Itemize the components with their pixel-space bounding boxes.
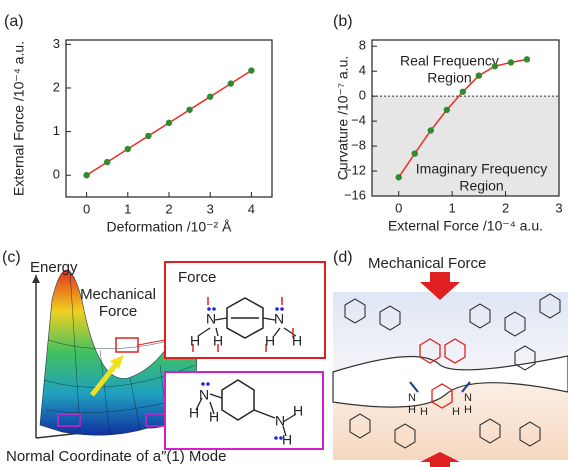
data-point <box>166 120 172 126</box>
atom: H <box>209 409 219 425</box>
x-tick-label: 2 <box>502 200 509 215</box>
force-label: Force <box>99 303 137 320</box>
force-label: Mechanical <box>80 286 156 303</box>
panel-d-art <box>333 272 568 467</box>
force-label: Force <box>178 269 216 286</box>
x-tick-label: 0 <box>395 200 402 215</box>
atom: H <box>265 333 275 349</box>
y-tick-label: 2 <box>53 79 60 94</box>
x-axis-title: External Force /10⁻⁴ a.u. <box>388 218 543 234</box>
data-point <box>83 172 89 178</box>
x-tick-label: 3 <box>555 200 562 215</box>
data-point <box>476 72 482 78</box>
data-point <box>104 159 110 165</box>
data-point <box>248 67 254 73</box>
x-tick-label: 0 <box>83 201 90 216</box>
connector <box>138 340 165 345</box>
atom: H <box>420 406 428 418</box>
data-point <box>228 80 234 86</box>
atom: H <box>293 403 303 419</box>
atom: H <box>292 333 302 349</box>
data-point <box>460 89 466 95</box>
panel-label: (d) <box>333 249 353 266</box>
x-tick-label: 3 <box>207 201 214 216</box>
atom: N <box>206 311 216 327</box>
atom: N <box>275 413 285 429</box>
atom: N <box>408 392 416 404</box>
data-point <box>125 146 131 152</box>
data-point <box>207 93 213 99</box>
highlight-box <box>116 338 138 352</box>
annotation: Region <box>427 70 471 86</box>
annotation: Imaginary Frequency <box>416 160 548 176</box>
axis-label: Energy <box>30 259 78 276</box>
data-point <box>428 127 434 133</box>
data-point <box>412 150 418 156</box>
y-axis-title: Curvature /10⁻⁷ a.u. <box>335 56 351 181</box>
x-tick-label: 2 <box>165 201 172 216</box>
panel-label: (c) <box>2 249 21 266</box>
force-label: Mechanical Force <box>368 255 486 272</box>
atom: N <box>274 311 284 327</box>
plot-frame <box>66 40 272 197</box>
y-tick-label: 0 <box>53 167 60 182</box>
y-tick-label: 3 <box>53 36 60 51</box>
data-point <box>524 56 530 62</box>
y-tick-label: 8 <box>359 38 366 53</box>
atom: N <box>199 387 209 403</box>
data-point <box>444 107 450 113</box>
atom: H <box>282 432 292 448</box>
data-point <box>396 174 402 180</box>
atom: H <box>464 404 472 416</box>
annotation: Real Frequency <box>400 53 499 69</box>
atom: H <box>189 405 199 421</box>
y-tick-label: 4 <box>359 63 366 78</box>
x-axis-title: Deformation /10⁻² Å <box>107 219 233 235</box>
atom: H <box>213 333 223 349</box>
y-tick-label: 1 <box>53 123 60 138</box>
data-point <box>492 63 498 69</box>
data-point <box>145 133 151 139</box>
atom: H <box>452 406 460 418</box>
panel-label: (b) <box>333 13 353 30</box>
y-tick-label: −16 <box>344 187 366 202</box>
y-tick-label: 0 <box>359 88 366 103</box>
y-tick-label: −8 <box>351 138 366 153</box>
panel-label: (a) <box>4 13 24 30</box>
atom: H <box>190 333 200 349</box>
x-tick-label: 1 <box>124 201 131 216</box>
y-tick-label: −4 <box>351 113 366 128</box>
x-tick-label: 4 <box>248 201 255 216</box>
data-point <box>508 59 514 65</box>
data-point <box>186 107 192 113</box>
arrow-head <box>32 275 40 283</box>
x-tick-label: 1 <box>449 200 456 215</box>
y-axis-title: External Force /10⁻⁴ a.u. <box>11 41 27 196</box>
atom: N <box>464 392 472 404</box>
figure: (a) 0 1 2 3 4 0 1 2 3 Deformation /10⁻² Å External … <box>0 0 568 467</box>
axis-label: Normal Coordinate of a″(1) Mode <box>6 448 226 465</box>
atom: H <box>408 404 416 416</box>
annotation: Region <box>459 177 503 193</box>
